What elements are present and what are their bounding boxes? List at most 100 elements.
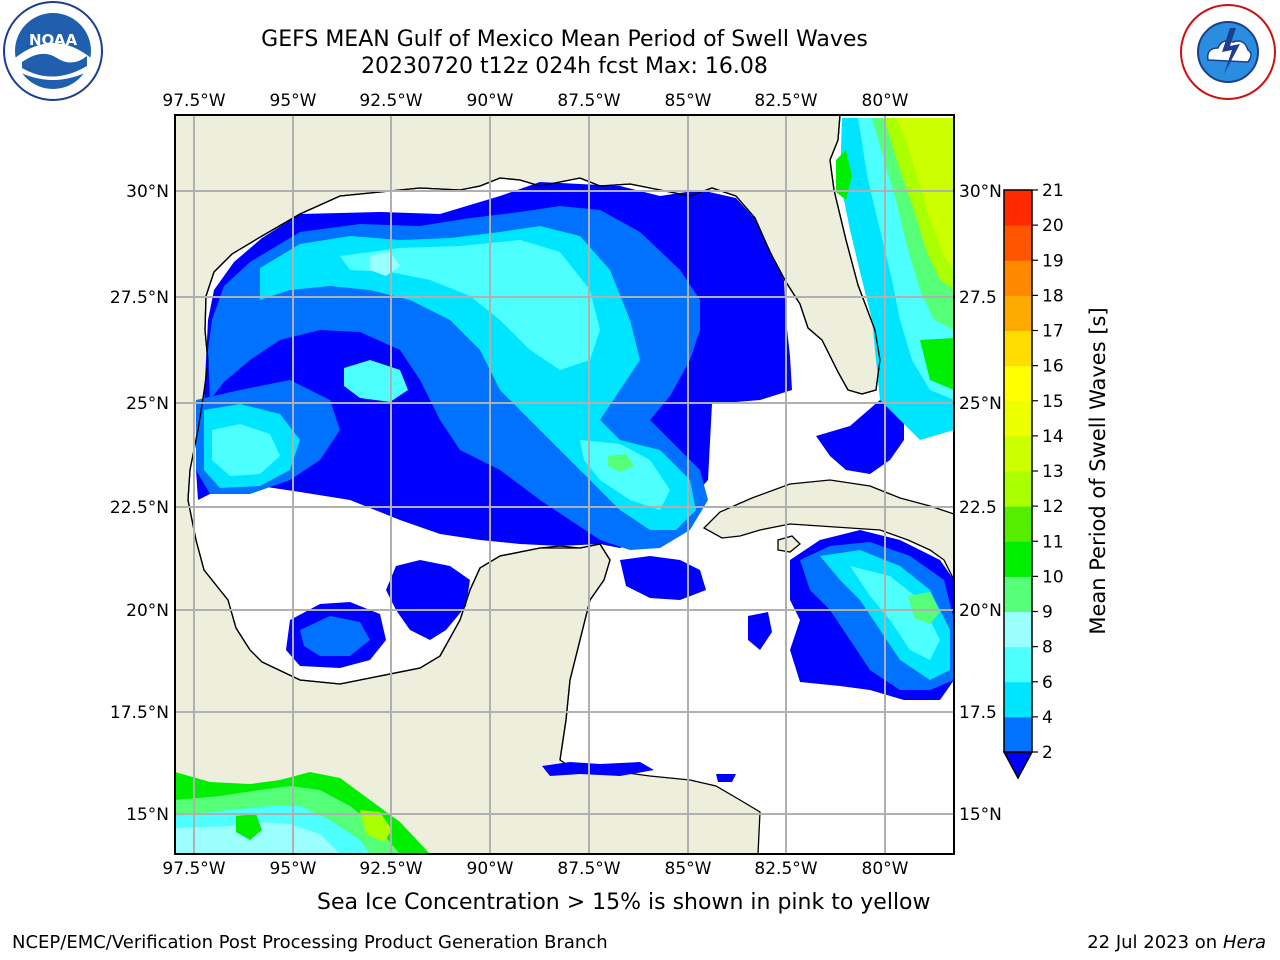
map-title: GEFS MEAN Gulf of Mexico Mean Period of … [261,27,868,52]
lat-label: 25°N [959,394,1002,414]
contour-6-8-b [580,440,670,510]
map-frame [174,114,955,855]
noaa-logo-text: NOAA [29,31,78,49]
colorbar-segment [1004,716,1032,753]
nws-logo [1180,4,1276,100]
lat-labels-right: 30°N 27.5 25°N 22.5 20°N 17.5 15°N [959,182,1002,825]
lat-labels-left: 30°N 27.5°N 25°N 22.5°N 20°N 17.5°N 15°N [110,182,169,825]
land-cuba [702,479,954,581]
lat-label: 22.5 [959,498,997,518]
colorbar-segment [1004,365,1032,402]
gridlines [175,115,954,854]
lon-label: 90°W [467,859,514,879]
colorbar-tick-label: 21 [1042,181,1064,201]
colorbar-tick-label: 15 [1042,392,1064,412]
lat-label: 30°N [126,182,169,202]
contour-atlantic-6 [836,150,852,200]
lon-label: 95°W [270,859,317,879]
colorbar-tick-label: 19 [1042,251,1064,271]
contour-honduras-b [716,774,736,782]
footer-date-text: 22 Jul 2023 on [1087,932,1223,953]
contour-carib-5 [908,592,940,624]
contour-6-8-west [212,424,280,476]
contour-atlantic-7 [920,338,954,390]
colorbar-segment [1004,506,1032,542]
contour-8-9 [370,252,400,276]
colorbar-tick-label: 6 [1042,673,1053,693]
noaa-logo: NOAA [3,1,103,101]
lon-label: 90°W [467,91,514,111]
swell-contours [175,118,954,854]
lon-label: 85°W [665,859,712,879]
lat-label: 27.5°N [110,288,169,308]
colorbar-under-arrow [1002,751,1034,780]
colorbar-label: Mean Period of Swell Waves [s] [1086,307,1110,634]
contour-carib-4 [850,566,940,660]
lon-label: 95°W [270,91,317,111]
lon-label: 97.5°W [162,91,225,111]
colorbar-tick-label: 9 [1042,603,1053,623]
footer-date: 22 Jul 2023 on Hera [1087,932,1266,953]
colorbar-tick-label: 18 [1042,286,1064,306]
lat-label: 15°N [126,805,169,825]
colorbar-segment [1004,330,1032,367]
colorbar-segment [1004,576,1032,612]
lon-label: 82.5°W [754,859,817,879]
colorbar-tick-label: 10 [1042,567,1064,587]
colorbar-tick-label: 20 [1042,216,1064,236]
lon-label: 87.5°W [557,91,620,111]
colorbar-tick-label: 4 [1042,708,1053,728]
contour-9-10 [608,454,634,472]
colorbar-tick-label: 16 [1042,357,1064,377]
contour-6-8 [340,240,600,370]
lon-label: 97.5°W [162,859,225,879]
lat-label: 17.5°N [110,703,169,723]
lat-label: 25°N [126,394,169,414]
colorbar-tick-label: 11 [1042,532,1064,552]
contour-carib-6 [748,612,772,650]
lon-label: 92.5°W [359,91,422,111]
lat-label: 20°N [126,601,169,621]
lat-label: 22.5°N [110,498,169,518]
colorbar-segment [1004,260,1032,296]
contour-straits [816,396,904,474]
land-isle-of-youth [777,535,801,553]
colorbar-tick-label: 12 [1042,497,1064,517]
colorbar-segment [1004,400,1032,437]
colorbar-segment [1004,471,1032,507]
lat-label: 17.5 [959,703,997,723]
lat-label: 27.5 [959,288,997,308]
lon-label: 82.5°W [754,91,817,111]
contour-pacific-4 [175,822,340,854]
lon-label: 87.5°W [557,859,620,879]
map-layers [175,115,954,854]
footer-credit: NCEP/EMC/Verification Post Processing Pr… [12,932,608,953]
lon-label: 92.5°W [359,859,422,879]
colorbar-tick-label: 17 [1042,322,1064,342]
colorbar-segment [1004,611,1032,648]
contour-yucatan [620,556,706,600]
colorbar-segment [1004,295,1032,331]
colorbar-segment [1004,681,1032,718]
lon-label: 80°W [862,859,909,879]
lat-label: 30°N [959,182,1002,202]
contour-campeche [386,560,470,640]
colorbar: 2 4 6 8 9 10 11 12 13 14 15 16 17 18 19 20 21 [1002,181,1064,780]
colorbar-tick-label: 8 [1042,638,1053,658]
contour-pacific-5 [360,810,392,842]
lon-labels-bottom: 97.5°W 95°W 92.5°W 90°W 87.5°W 85°W 82.5… [162,859,908,879]
contour-campeche-c [300,616,370,656]
lat-label: 15°N [959,805,1002,825]
contour-atlantic-5 [896,118,954,270]
colorbar-segment [1004,646,1032,683]
sea-ice-note: Sea Ice Concentration > 15% is shown in … [317,890,931,915]
colorbar-tick-label: 2 [1042,743,1053,763]
contour-honduras [542,762,654,776]
colorbar-tick-label: 14 [1042,427,1064,447]
colorbar-segment [1004,190,1032,226]
map-subtitle: 20230720 t12z 024h fcst Max: 16.08 [361,54,768,79]
colorbar-segment [1004,435,1032,472]
footer-machine: Hera [1222,932,1266,953]
colorbar-tick-label: 13 [1042,462,1064,482]
